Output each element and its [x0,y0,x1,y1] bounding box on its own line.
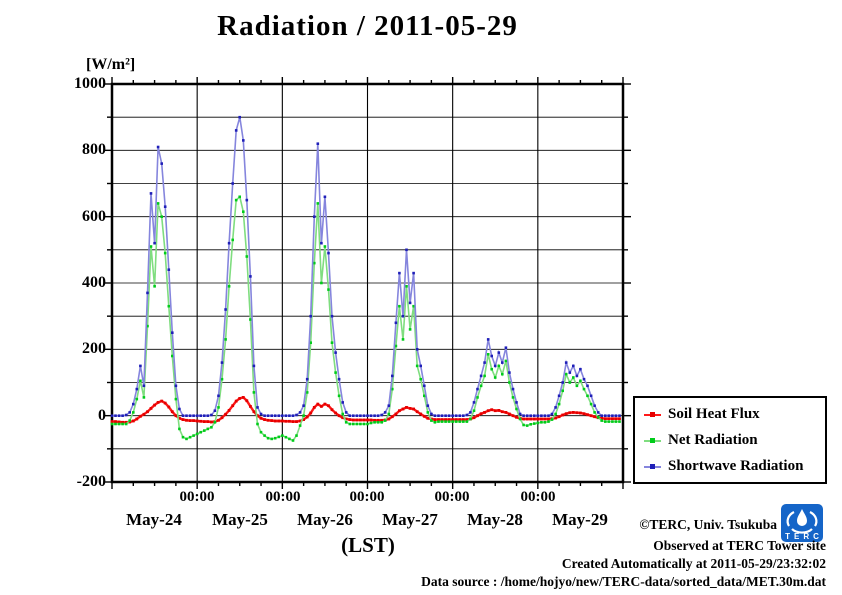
x-tick-0000-1: 00:00 [179,489,215,505]
x-tick-0000-4: 00:00 [434,489,470,505]
day-label-may24: May-24 [126,510,182,529]
day-label-may25: May-25 [212,510,268,529]
x-axis-label: (LST) [341,533,395,557]
copyright-text: ©TERC, Univ. Tsukuba [639,517,777,532]
y-tick-600: 600 [82,208,106,225]
x-tick-0000-3: 00:00 [349,489,385,505]
legend-label: Shortwave Radiation [668,457,804,474]
observed-at-text: Observed at TERC Tower site [653,538,826,553]
day-label-may27: May-27 [382,510,438,529]
terc-logo: TERC [781,504,823,542]
y-tick-400: 400 [82,274,106,291]
legend-item-shortwave-radiation: Shortwave Radiation [644,458,825,475]
legend-label: Soil Heat Flux [668,405,760,422]
legend-item-soil-heat-flux: Soil Heat Flux [644,406,825,423]
y-tick-200: 200 [82,340,106,357]
terc-logo-art [786,509,818,534]
y-tick-1000: 1000 [74,75,106,92]
data-source-text: Data source : /home/hojyo/new/TERC-data/… [421,574,826,589]
legend-item-net-radiation: Net Radiation [644,432,825,449]
x-tick-0000-5: 00:00 [520,489,556,505]
y-axis-unit-label: [W/m²] [86,56,136,73]
day-label-may26: May-26 [297,510,353,529]
day-label-may28: May-28 [467,510,523,529]
day-label-may29: May-29 [552,510,608,529]
chart-title: Radiation / 2011-05-29 [217,10,518,42]
y-tick-800: 800 [82,141,106,158]
terc-logo-text: TERC [785,532,823,541]
legend-marker-green [644,436,661,445]
x-tick-0000-2: 00:00 [265,489,301,505]
legend-marker-blue [644,462,661,471]
y-tick-neg200: -200 [76,473,106,490]
legend-box: Soil Heat Flux Net Radiation Shortwave R… [633,396,827,484]
created-at-text: Created Automatically at 2011-05-29/23:3… [561,556,826,571]
y-tick-0: 0 [98,407,106,424]
legend-marker-red [644,410,661,419]
legend-label: Net Radiation [668,431,758,448]
